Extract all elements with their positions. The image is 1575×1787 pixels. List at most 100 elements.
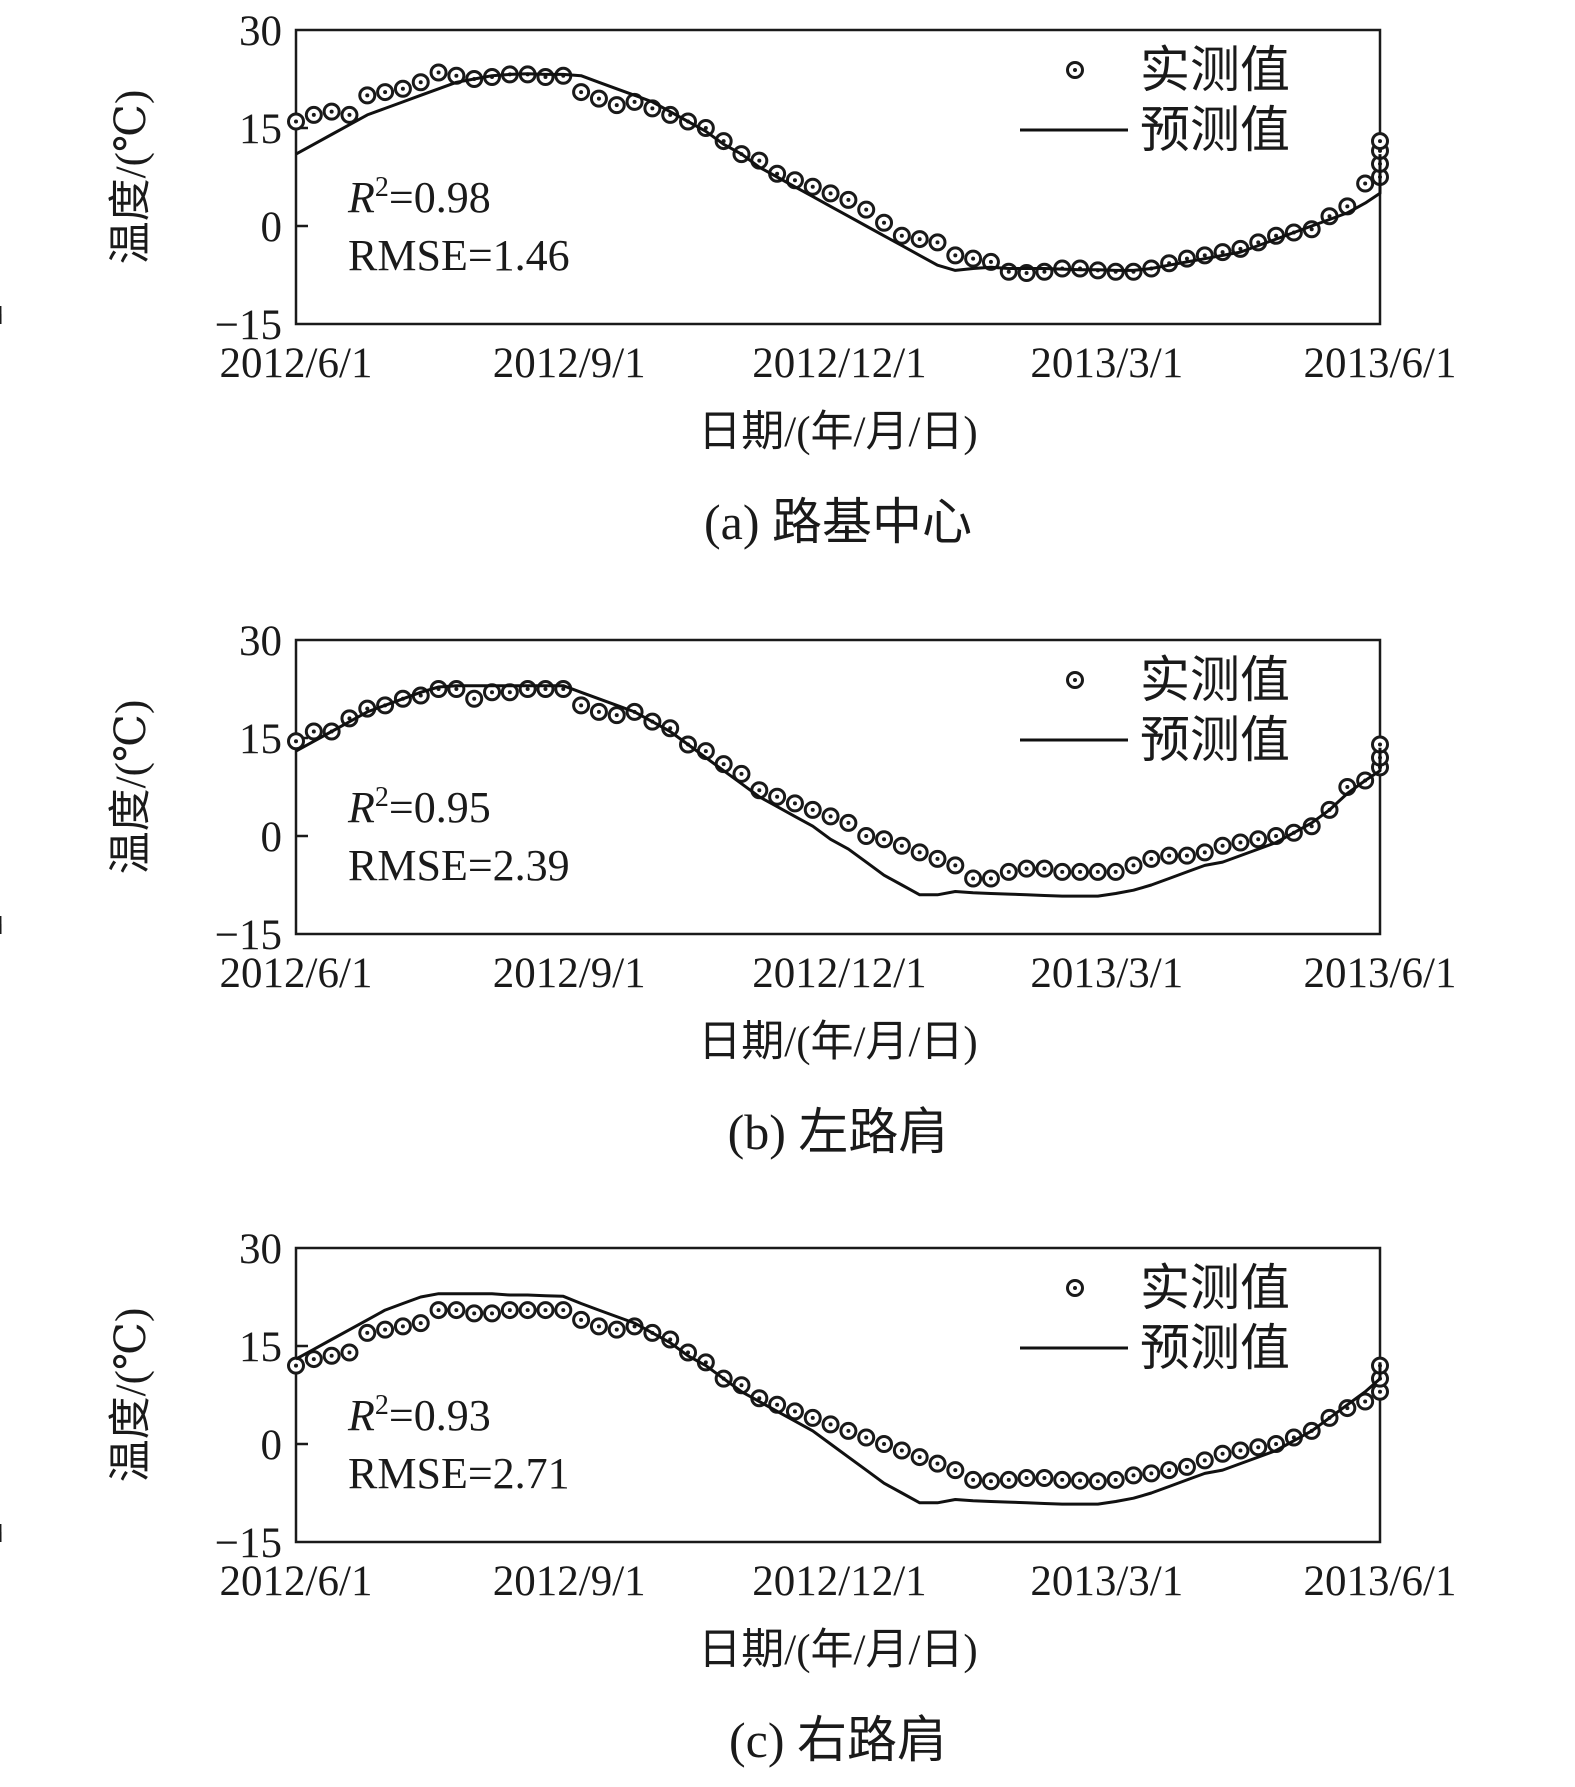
measured-point-center <box>596 96 601 101</box>
measured-point-center <box>1184 1464 1189 1469</box>
measured-point-center <box>507 690 512 695</box>
measured-point-center <box>1042 1475 1047 1480</box>
measured-point-center <box>953 863 958 868</box>
x-tick-label: 2013/6/1 <box>1304 340 1457 387</box>
measured-point-center <box>543 1308 548 1313</box>
measured-point-center <box>864 834 869 838</box>
measured-point-center <box>561 687 566 691</box>
y-axis-title: 温度/(℃) <box>108 700 155 875</box>
legend-measured-label: 实测值 <box>1140 652 1290 708</box>
measured-point-center <box>614 1327 619 1332</box>
measured-point-center <box>1220 843 1225 848</box>
measured-point-center <box>1378 139 1382 144</box>
legend-measured-label: 实测值 <box>1140 42 1290 98</box>
measured-point-center <box>614 713 619 718</box>
measured-point-center <box>1024 866 1029 871</box>
y-tick-label: −15 <box>215 1520 282 1567</box>
x-tick-label: 2012/6/1 <box>220 1558 373 1605</box>
measured-point-center <box>579 1317 584 1322</box>
measured-point-center <box>1309 227 1314 232</box>
rmse-label: RMSE=2.39 <box>348 841 570 890</box>
x-tick-label: 2013/6/1 <box>1304 1558 1457 1605</box>
y-tick-label: 15 <box>239 106 282 153</box>
x-tick-label: 2013/3/1 <box>1030 340 1183 387</box>
measured-point-center <box>917 237 922 242</box>
predicted-line <box>295 72 1382 272</box>
measured-point-center <box>1256 1445 1261 1450</box>
measured-point-center <box>1238 840 1243 845</box>
x-tick-label: 2012/9/1 <box>493 340 646 387</box>
measured-point-center <box>1363 1399 1368 1404</box>
y-tick-label: 15 <box>239 1324 282 1371</box>
y-tick-label: 30 <box>239 8 282 55</box>
x-axis-title: 日期/(年/月/日) <box>698 1019 977 1066</box>
x-tick-label: 2012/6/1 <box>220 340 373 387</box>
measured-point-center <box>1042 866 1047 871</box>
r-squared-label: R2=0.93 <box>347 1390 491 1440</box>
measured-point-center <box>1006 1477 1011 1482</box>
y-tick-label: 0 <box>261 814 283 861</box>
measured-point-center <box>472 1311 477 1316</box>
measured-point-center <box>846 820 851 825</box>
measured-point-center <box>864 207 869 212</box>
measured-point-center <box>792 178 797 183</box>
measured-point-center <box>703 749 708 754</box>
measured-point-center <box>1078 869 1083 874</box>
measured-point-center <box>614 103 619 108</box>
measured-point-center <box>1378 1389 1382 1394</box>
measured-point-center <box>1202 850 1207 855</box>
panel-caption: (a) 路基中心 <box>704 494 972 550</box>
measured-point-center <box>329 109 334 114</box>
measured-point-center <box>329 1353 334 1358</box>
rmse-label: RMSE=2.71 <box>348 1449 570 1498</box>
measured-point-center <box>775 171 780 176</box>
x-axis-title: 日期/(年/月/日) <box>698 1627 977 1674</box>
measured-point-center <box>347 716 352 721</box>
measured-point-center <box>1256 837 1261 842</box>
y-tick-label: −15 <box>215 302 282 349</box>
y-tick-label: 30 <box>239 1226 282 1273</box>
measured-point-center <box>828 191 833 196</box>
x-tick-label: 2012/6/1 <box>220 950 373 997</box>
measured-point-center <box>810 1415 815 1420</box>
y-tick-label: 0 <box>261 204 283 251</box>
measured-point-center <box>454 73 459 78</box>
measured-point-center <box>917 1455 922 1460</box>
series-predicted <box>295 72 1382 272</box>
measured-point-center <box>311 112 316 117</box>
measured-point-center <box>1006 869 1011 874</box>
measured-point-center <box>525 1308 530 1313</box>
measured-point-center <box>703 126 708 130</box>
legend-predicted-label: 预测值 <box>1140 1320 1290 1376</box>
measured-point-center <box>739 1383 744 1388</box>
measured-point-center <box>792 801 797 806</box>
measured-point-center <box>436 70 441 75</box>
measured-point-center <box>988 1479 993 1484</box>
legend-measured-marker-center <box>1073 678 1077 682</box>
measured-point-center <box>810 807 815 812</box>
measured-point-center <box>596 709 601 714</box>
measured-point-center <box>828 1422 833 1427</box>
measured-point-center <box>418 80 423 85</box>
measured-point-center <box>1113 869 1118 874</box>
predicted-line <box>295 1292 1382 1506</box>
measured-point-center <box>383 90 388 95</box>
measured-point-center <box>757 158 762 163</box>
measured-point-center <box>311 1357 316 1362</box>
measured-point-center <box>1202 1458 1207 1463</box>
measured-point-center <box>1095 869 1100 874</box>
measured-point-center <box>579 703 584 708</box>
measured-point-center <box>935 240 940 245</box>
measured-point-center <box>1274 1442 1279 1446</box>
measured-point-center <box>418 693 423 698</box>
series-predicted <box>295 684 1382 898</box>
y-tick-label: −15 <box>215 912 282 959</box>
measured-point-center <box>1131 863 1136 868</box>
measured-point-center <box>739 771 744 776</box>
measured-point-center <box>579 90 584 95</box>
measured-point-center <box>828 814 833 819</box>
measured-point-center <box>543 75 548 80</box>
